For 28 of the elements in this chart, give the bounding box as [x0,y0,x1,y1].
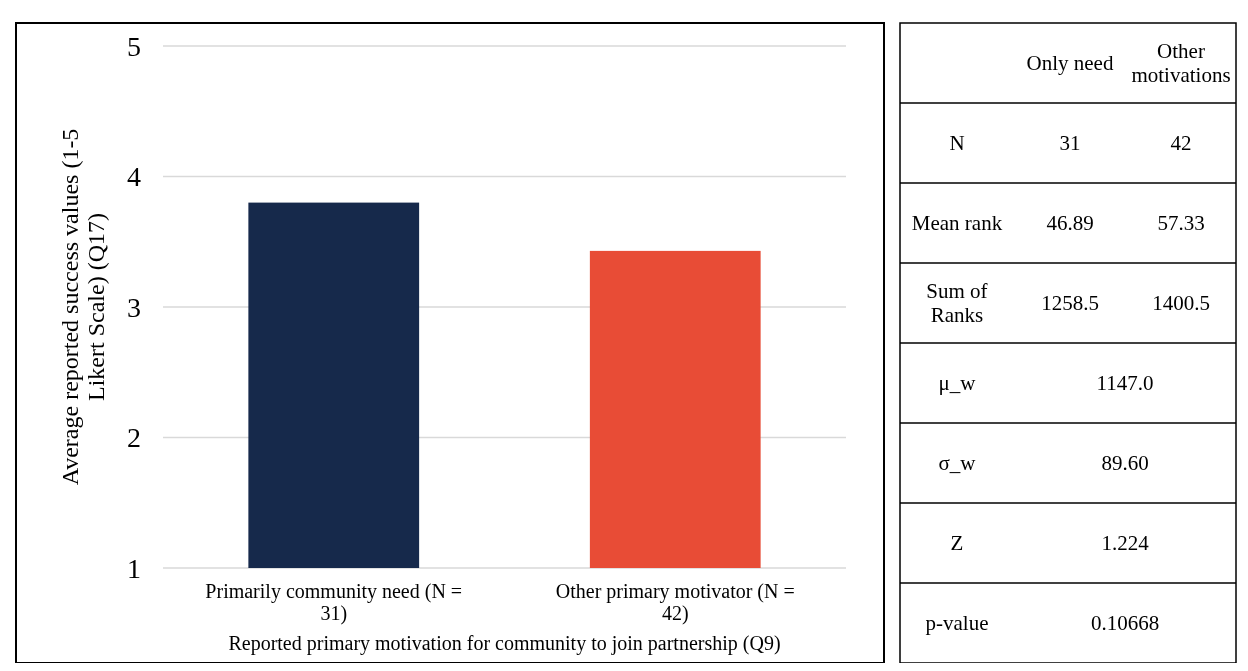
text: N [949,131,965,156]
y-tick-label: 4 [127,161,141,193]
x-tick-label: Primarily community need (N = 31) [205,580,463,625]
text: σ_w [938,451,977,476]
text: 1400.5 [1152,291,1210,316]
y-tick-label: 3 [127,291,141,323]
text: Other motivations [1131,39,1231,88]
text: 46.89 [1046,211,1094,236]
x-tick-label: Other primary motivator (N = 42) [555,580,795,625]
text: 89.60 [1101,451,1149,476]
text: Only need [1026,51,1114,76]
text: 31 [1059,131,1081,156]
text: 1258.5 [1041,291,1099,316]
y-tick-label: 2 [127,422,141,454]
text: 0.10668 [1090,611,1160,636]
text: Z [950,531,964,556]
text: 42 [1170,131,1192,156]
text: 57.33 [1157,211,1205,236]
text: 1147.0 [1096,371,1154,396]
x-axis-title: Reported primary motivation for community to join partnership (Q9) [228,632,781,655]
y-tick-label: 5 [127,30,141,62]
text: p-value [925,611,989,636]
text: 1.224 [1101,531,1150,556]
text: μ_w [938,371,977,396]
y-axis-title: Average reported success values (1-5 Likert Scale) (Q17) [57,128,109,486]
y-tick-label: 1 [127,552,141,584]
text: Mean rank [911,211,1003,236]
text: Sum of Ranks [926,279,988,328]
